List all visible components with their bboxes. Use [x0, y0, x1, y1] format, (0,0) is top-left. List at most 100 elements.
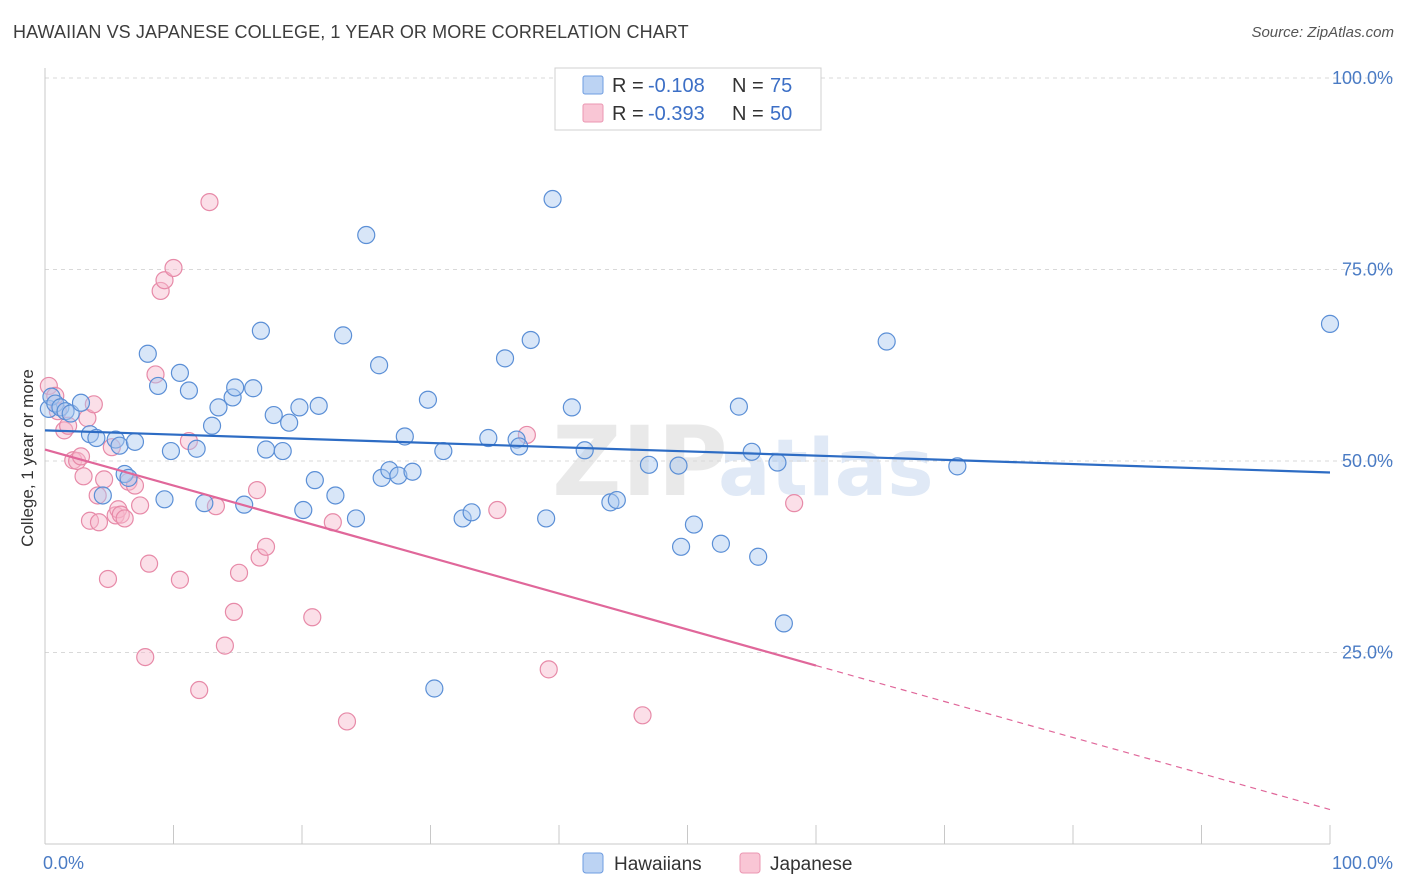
bottom-legend-swatch-japanese — [739, 852, 761, 874]
hawaiians-point-67 — [684, 515, 704, 534]
hawaiians-point-70 — [742, 442, 761, 461]
hawaiians-point-68 — [711, 534, 731, 553]
hawaiians-point-52 — [462, 503, 481, 522]
hawaiians-point-11 — [110, 436, 129, 455]
legend-r-value-japanese: -0.393 — [648, 103, 705, 125]
hawaiians-point-23 — [202, 416, 222, 435]
hawaiians-point-49 — [425, 679, 444, 698]
hawaiians-point-6 — [71, 393, 91, 412]
hawaiians-point-8 — [87, 428, 106, 448]
legend-n-value-hawaiians: 75 — [770, 75, 792, 97]
hawaiians-point-73 — [774, 614, 793, 633]
hawaiians-point-64 — [639, 455, 659, 474]
hawaiians-point-21 — [187, 439, 206, 458]
japanese-point-10 — [80, 511, 100, 530]
japanese-point-39 — [250, 548, 269, 567]
japanese-point-36 — [224, 602, 243, 622]
japanese-point-46 — [539, 660, 558, 679]
hawaiians-point-29 — [251, 321, 270, 340]
japanese-point-13 — [89, 513, 109, 532]
hawaiians-point-41 — [357, 225, 376, 245]
hawaiians-point-19 — [170, 363, 190, 383]
hawaiians-point-50 — [434, 441, 453, 461]
hawaiians-point-44 — [380, 461, 399, 480]
hawaiians-point-60 — [562, 398, 581, 417]
hawaiians-point-31 — [264, 405, 283, 425]
hawaiians-point-66 — [671, 537, 691, 556]
watermark-atlas: atlas — [718, 424, 934, 514]
legend-r-label-japanese: R = — [612, 103, 644, 125]
hawaiians-point-20 — [179, 381, 199, 400]
japanese-point-40 — [256, 537, 276, 556]
japanese-point-25 — [139, 554, 159, 573]
x-tick-label-0: 0.0% — [43, 853, 84, 873]
hawaiians-point-18 — [161, 441, 181, 461]
japanese-point-47 — [633, 706, 652, 725]
hawaiians-point-40 — [346, 509, 366, 528]
legend-n-label-hawaiians: N = — [732, 75, 764, 97]
legend-r-value-hawaiians: -0.108 — [648, 75, 705, 97]
japanese-point-0 — [39, 376, 58, 396]
japanese-point-30 — [170, 570, 190, 589]
hawaiians-point-75 — [948, 457, 967, 476]
japanese-point-20 — [115, 509, 134, 528]
y-tick-label-3: 100.0% — [1332, 68, 1393, 88]
japanese-point-44 — [488, 500, 507, 520]
hawaiians-point-37 — [309, 396, 328, 415]
chart-title: HAWAIIAN VS JAPANESE COLLEGE, 1 YEAR OR … — [13, 22, 689, 42]
hawaiians-point-28 — [244, 379, 263, 398]
hawaiians-point-54 — [495, 349, 515, 368]
y-tick-label-2: 75.0% — [1342, 260, 1393, 280]
correlation-legend: R = -0.108 N = 75 R = -0.393 N = 50 — [554, 67, 822, 131]
watermark-zip: ZIP — [552, 406, 728, 518]
legend-r-label-hawaiians: R = — [612, 75, 644, 97]
gridlines — [45, 77, 1395, 653]
hawaiians-point-24 — [209, 398, 228, 417]
hawaiians-point-35 — [294, 500, 313, 520]
hawaiians-point-34 — [290, 398, 309, 417]
japanese-point-27 — [151, 281, 170, 301]
hawaiians-point-32 — [273, 441, 292, 461]
japanese-point-23 — [130, 496, 150, 515]
japanese-point-43 — [337, 712, 357, 731]
hawaiians-point-42 — [370, 356, 389, 375]
hawaiians-point-53 — [479, 428, 498, 448]
japanese-point-26 — [146, 365, 165, 384]
hawaiians-point-47 — [403, 462, 422, 481]
source-label: Source: ZipAtlas.com — [1251, 24, 1394, 41]
hawaiians-point-36 — [305, 471, 324, 490]
japanese-point-29 — [164, 258, 183, 278]
legend-n-value-japanese: 50 — [770, 103, 792, 125]
hawaiians-point-63 — [607, 490, 626, 510]
hawaiians-point-39 — [334, 326, 353, 345]
hawaiians-point-15 — [138, 344, 157, 363]
japanese-point-24 — [136, 647, 155, 667]
hawaiians-point-22 — [195, 494, 214, 513]
hawaiians-point-16 — [148, 376, 168, 396]
japanese-point-37 — [229, 563, 249, 582]
japanese-point-48 — [785, 494, 804, 513]
legend-swatch-hawaiians — [582, 75, 604, 95]
y-axis-label: College, 1 year or more — [18, 369, 37, 547]
x-tick-label-1: 100.0% — [1332, 853, 1393, 873]
japanese-point-35 — [215, 636, 234, 655]
japanese-point-28 — [155, 271, 174, 290]
japanese-point-12 — [88, 486, 107, 505]
hawaiians-point-59 — [543, 189, 562, 209]
y-tick-label-0: 25.0% — [1342, 643, 1393, 663]
hawaiians-point-61 — [575, 441, 594, 460]
japanese-point-41 — [303, 608, 322, 627]
hawaiians-point-46 — [395, 427, 414, 446]
hawaiians-point-48 — [418, 390, 438, 409]
japanese-trend-line — [44, 448, 817, 667]
hawaiians-point-74 — [877, 332, 896, 351]
hawaiians-trend-line — [44, 429, 1331, 474]
legend-swatch-japanese — [582, 103, 604, 123]
legend-n-label-japanese: N = — [732, 103, 764, 125]
y-axis-tick-labels: 25.0% 50.0% 75.0% 100.0% — [1332, 68, 1393, 663]
hawaiians-point-76 — [1320, 314, 1340, 333]
japanese-point-33 — [200, 192, 219, 212]
hawaiians-point-26 — [226, 378, 245, 397]
hawaiians-point-17 — [155, 490, 174, 509]
